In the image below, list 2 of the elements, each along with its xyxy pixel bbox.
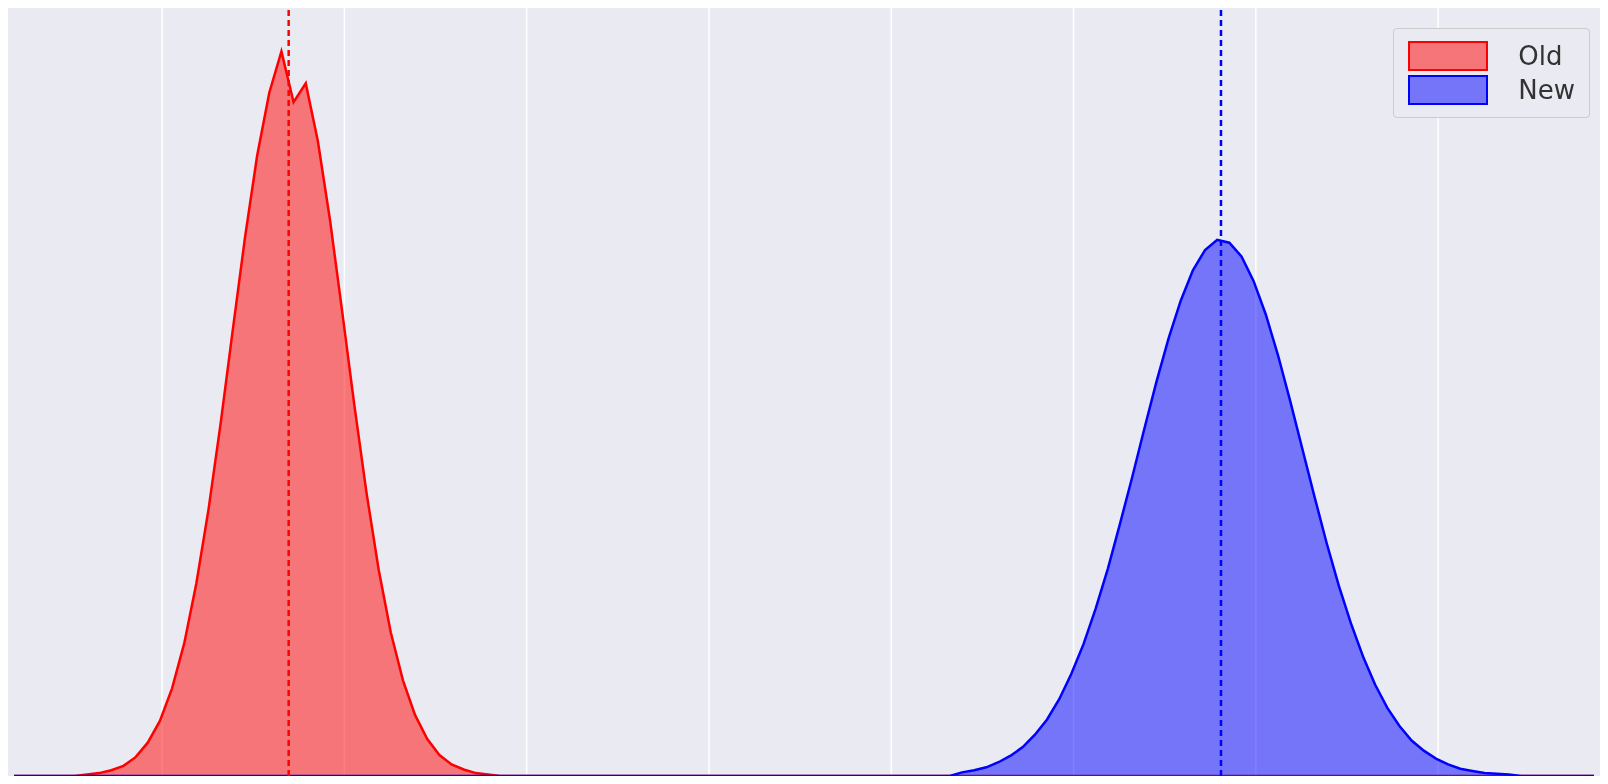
- legend-label: New: [1518, 75, 1575, 105]
- legend-label: Old: [1518, 41, 1563, 71]
